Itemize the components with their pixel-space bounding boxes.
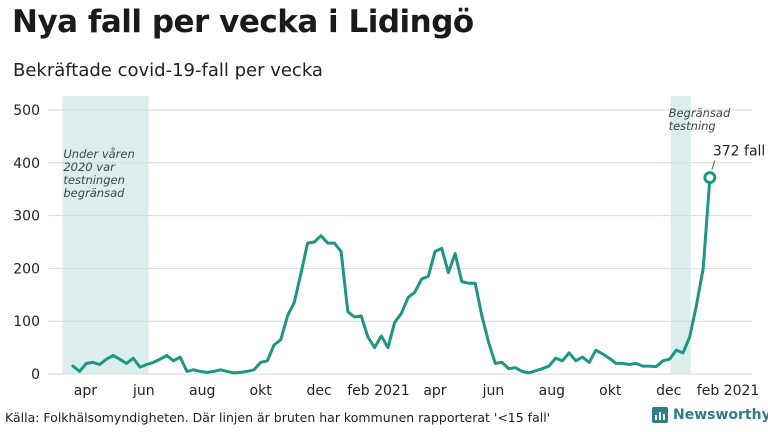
shaded-period-label-1: Begränsad testning: [669, 106, 731, 133]
y-tick-label-200: 200: [13, 261, 40, 277]
shaded-period-1: [670, 96, 691, 374]
x-tick-label-5: feb 2021: [347, 383, 410, 399]
x-tick-label-3: okt: [250, 383, 273, 399]
x-tick-label-6: apr: [423, 383, 446, 399]
y-tick-label-0: 0: [31, 367, 40, 383]
x-tick-label-8: aug: [539, 383, 565, 399]
x-tick-label-1: jun: [132, 383, 155, 399]
x-tick-label-0: apr: [74, 383, 97, 399]
series-line: [71, 176, 712, 375]
source-note: Källa: Folkhälsomyndigheten. Där linjen …: [5, 410, 551, 425]
chart-title: Nya fall per vecka i Lidingö: [12, 4, 474, 40]
y-tick-label-500: 500: [13, 103, 40, 119]
chart-subtitle: Bekräftade covid-19-fall per vecka: [13, 60, 323, 81]
x-tick-label-2: aug: [189, 383, 215, 399]
x-tick-label-7: jun: [482, 383, 505, 399]
x-tick-label-4: dec: [306, 383, 331, 399]
x-tick-label-10: dec: [656, 383, 681, 399]
brand-name: Newsworthy: [673, 407, 768, 423]
annotation-leader: [711, 160, 716, 170]
annotation-label: 372 fall: [713, 144, 765, 160]
shaded-period-0: [62, 96, 149, 374]
y-tick-label-300: 300: [13, 209, 40, 225]
y-tick-label-400: 400: [13, 156, 40, 172]
newsworthy-logo-icon: [652, 407, 668, 423]
y-tick-label-100: 100: [13, 314, 40, 330]
x-tick-label-9: okt: [599, 383, 622, 399]
x-tick-label-11: feb 2021: [697, 383, 760, 399]
brand: Newsworthy: [652, 407, 768, 423]
last-point-marker: [703, 171, 717, 185]
shaded-period-label-0: Under våren 2020 var testningen begränsad: [63, 147, 134, 200]
